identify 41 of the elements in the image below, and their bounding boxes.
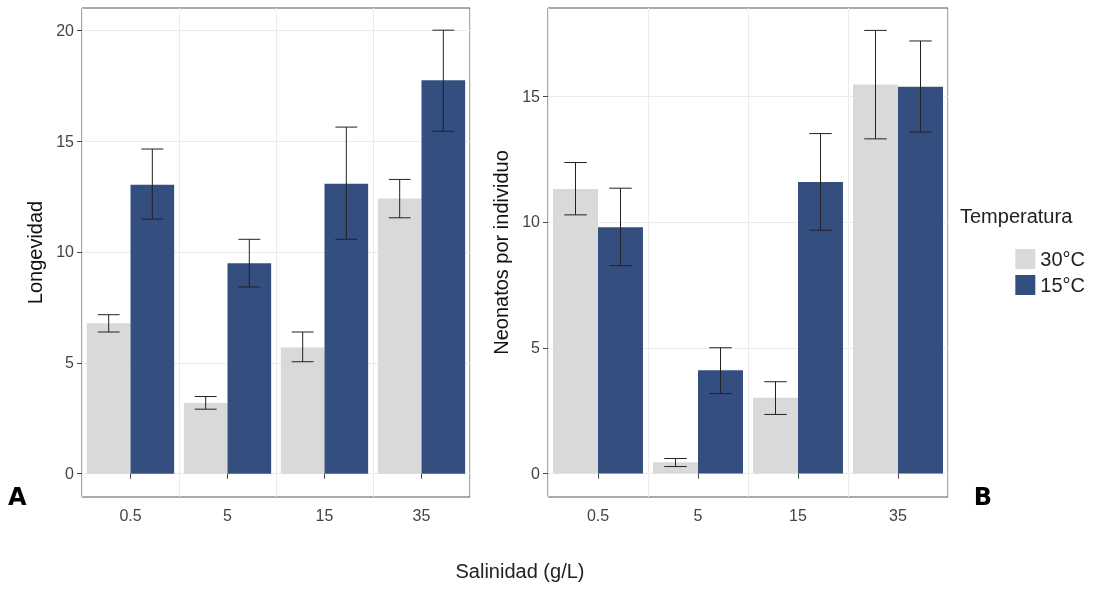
text: B bbox=[973, 483, 992, 511]
bar bbox=[853, 84, 898, 474]
bar bbox=[130, 184, 175, 474]
bar bbox=[280, 347, 325, 474]
y-tick-label: 10 bbox=[522, 213, 541, 231]
x-tick-label: 5 bbox=[223, 506, 233, 524]
bar bbox=[753, 397, 798, 474]
x-tick-label: 15 bbox=[315, 506, 334, 524]
bar bbox=[553, 188, 598, 474]
y-tick-label: 5 bbox=[65, 354, 75, 372]
text: A bbox=[8, 483, 27, 511]
bar bbox=[598, 227, 643, 474]
bar bbox=[653, 462, 698, 474]
legend-title: Temperatura bbox=[960, 205, 1074, 227]
x-tick-label: 15 bbox=[789, 506, 807, 524]
y-tick-label: 0 bbox=[65, 465, 75, 483]
bar bbox=[377, 198, 422, 474]
legend-label: 30°C bbox=[1040, 248, 1085, 270]
bar bbox=[86, 323, 131, 474]
y-axis-title: Longevidad bbox=[24, 200, 47, 305]
y-tick-label: 5 bbox=[531, 339, 541, 357]
bar bbox=[183, 402, 228, 474]
y-tick-label: 15 bbox=[522, 87, 541, 105]
x-tick-label: 0.5 bbox=[586, 506, 610, 524]
x-axis-title: Salinidad (g/L) bbox=[454, 560, 586, 583]
x-tick-label: 5 bbox=[693, 506, 703, 524]
y-tick-label: 0 bbox=[531, 465, 541, 483]
x-tick-label: 0.5 bbox=[119, 506, 142, 524]
bar bbox=[324, 183, 369, 474]
y-axis-title: Neonatos por individuo bbox=[490, 150, 513, 355]
x-tick-label: 35 bbox=[889, 506, 907, 524]
bar bbox=[698, 370, 743, 474]
bar bbox=[898, 86, 943, 474]
y-tick-label: 10 bbox=[56, 243, 75, 261]
y-tick-label: 20 bbox=[56, 21, 75, 39]
legend-label: 15°C bbox=[1040, 274, 1085, 296]
bar bbox=[798, 181, 843, 474]
bar bbox=[227, 263, 272, 474]
y-tick-label: 15 bbox=[56, 132, 75, 150]
bar bbox=[421, 80, 466, 474]
x-tick-label: 35 bbox=[412, 506, 431, 524]
